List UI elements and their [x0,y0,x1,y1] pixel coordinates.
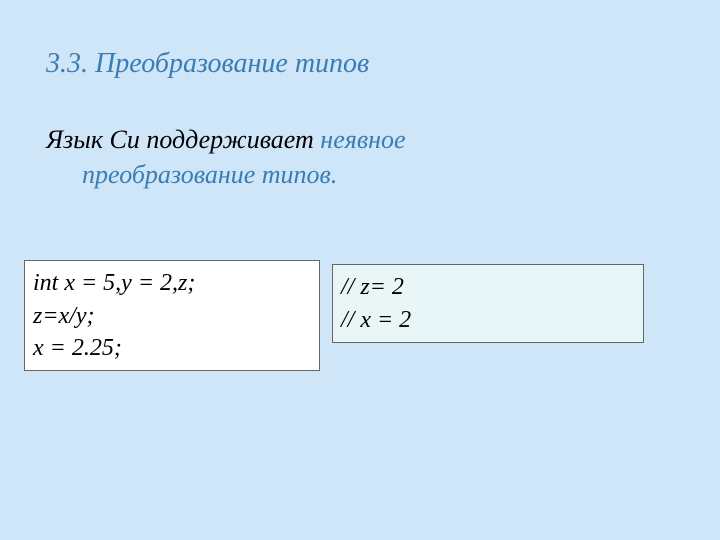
code-left-line-1: int x = 5,y = 2,z; [33,270,195,296]
code-box-right: // z= 2 // x = 2 [332,264,644,343]
body-accent-text-2: преобразование типов. [46,157,680,192]
slide-container: 3.3. Преобразование типов Язык Си поддер… [0,0,720,371]
code-right-line-1: // z= 2 [341,274,404,300]
body-plain-text: Язык Си поддерживает [46,125,320,154]
body-paragraph: Язык Си поддерживает неявное преобразова… [40,122,680,192]
code-left-line-2: z=x/y; [33,303,95,329]
code-box-left: int x = 5,y = 2,z; z=x/y; x = 2.25; [24,260,320,371]
code-right-line-2: // x = 2 [341,307,411,333]
section-heading: 3.3. Преобразование типов [40,48,680,80]
code-boxes-row: int x = 5,y = 2,z; z=x/y; x = 2.25; // z… [40,260,680,371]
body-accent-text-1: неявное [320,125,405,154]
code-left-line-3: x = 2.25; [33,335,122,361]
